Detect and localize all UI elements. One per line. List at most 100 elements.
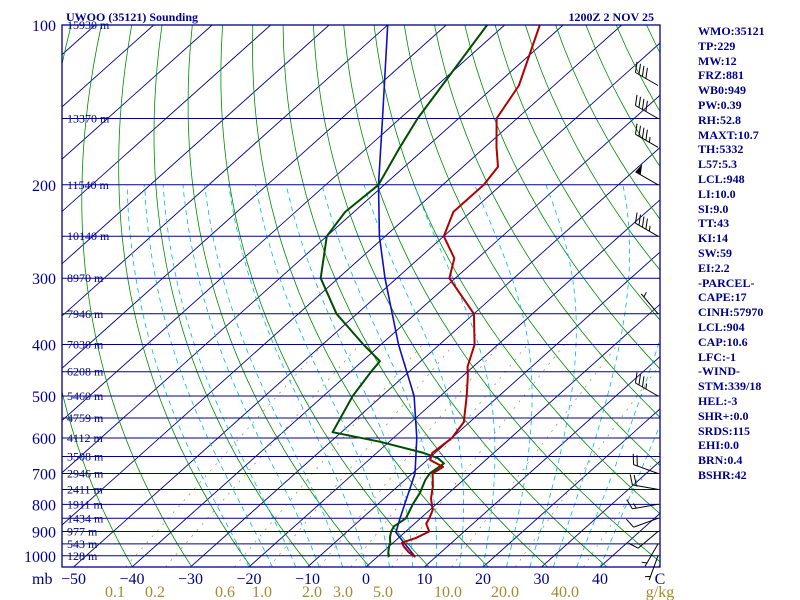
dry-adiabat-line	[343, 25, 660, 563]
index-row: FRZ:881	[698, 68, 744, 83]
moist-adiabat-line	[285, 184, 414, 567]
stability-indices-panel: WMO:35121 TP:229 MW:12 FRZ:881 WB0:949 PW:0.3…	[698, 24, 798, 483]
mixing-ratio-tick-label: 2.0	[302, 584, 322, 600]
moist-adiabat-line	[126, 184, 250, 567]
mixing-ratio-tick-label: 0.2	[145, 584, 165, 600]
height-label: 7946 m	[67, 307, 104, 321]
index-row: KI:14	[698, 231, 728, 246]
index-row: -PARCEL-	[698, 275, 755, 290]
wind-barb	[634, 94, 659, 119]
index-row: HEL:-3	[698, 393, 738, 408]
pressure-tick-label: 1000	[24, 549, 56, 566]
height-label: 543 m	[67, 537, 98, 551]
mixing-ratio-line	[125, 344, 324, 567]
mixing-ratio-line	[319, 344, 500, 567]
dry-adiabat-line	[373, 25, 660, 515]
dry-adiabat-line	[403, 25, 660, 467]
dry-adiabat-line	[220, 25, 430, 567]
temperature-unit-label: C	[655, 571, 666, 588]
pressure-tick-label: 600	[32, 431, 56, 448]
temperature-tick-label: 20	[475, 571, 491, 588]
index-row: WB0:949	[698, 83, 746, 98]
index-row: MW:12	[698, 53, 737, 68]
isotherm-line	[62, 25, 330, 265]
height-label: 1911 m	[67, 497, 104, 511]
height-label: 128 m	[67, 549, 98, 563]
temperature-tick-label: −50	[61, 571, 86, 588]
index-row: TT:43	[698, 216, 730, 231]
index-row: SW:59	[698, 245, 733, 260]
index-row: TH:5332	[698, 142, 744, 157]
temperature-tick-label: 30	[534, 571, 550, 588]
mixing-ratio-line	[234, 344, 423, 567]
moist-adiabat-line	[474, 184, 533, 567]
pressure-unit-label: mb	[32, 571, 52, 588]
index-row: STM:339/18	[698, 379, 762, 394]
index-row: L57:5.3	[698, 157, 737, 172]
index-row: BRN:0.4	[698, 453, 743, 468]
isotherm-line	[541, 460, 660, 567]
dry-adiabat-line	[525, 25, 660, 271]
isotherm-line	[62, 25, 505, 422]
wind-barb	[634, 372, 659, 397]
temperature-tick-label: −40	[119, 571, 144, 588]
isotherm-line	[365, 303, 660, 567]
index-row: LI:10.0	[698, 186, 736, 201]
index-row: -WIND-	[698, 364, 740, 379]
mixing-ratio-line	[350, 344, 528, 567]
index-row: LCL:948	[698, 171, 745, 186]
dry-adiabat-line	[81, 25, 193, 567]
time-title: 1200Z 2 NOV 25	[569, 10, 654, 24]
dry-adiabat-line	[187, 25, 371, 567]
dry-adiabat-line	[282, 25, 548, 567]
pressure-tick-label: 400	[32, 338, 56, 355]
mixing-ratio-tick-label: 0.1	[105, 584, 125, 600]
temperature-profile-line	[401, 25, 541, 558]
mixing-ratio-unit-label: g/kg	[646, 584, 674, 600]
height-label: 977 m	[67, 524, 98, 538]
height-label: 10140 m	[67, 229, 110, 243]
station-title: UWOO (35121) Sounding	[66, 10, 198, 24]
wind-barb	[645, 555, 659, 581]
index-row: CINH:57970	[698, 305, 764, 320]
pressure-tick-label: 200	[32, 178, 56, 195]
temperature-tick-label: 10	[417, 571, 433, 588]
height-label: 11540 m	[67, 178, 110, 192]
index-row: PW:0.39	[698, 97, 742, 112]
moist-adiabat-line	[144, 184, 273, 567]
isotherm-line	[248, 199, 660, 567]
height-label: 13370 m	[67, 111, 110, 125]
isotherm-line	[62, 25, 271, 213]
pressure-tick-label: 700	[32, 467, 56, 484]
pressure-tick-label: 100	[32, 18, 56, 35]
moist-adiabat-line	[363, 184, 464, 567]
index-row: RH:52.8	[698, 112, 741, 127]
wind-barb	[634, 61, 659, 86]
height-label: 5460 m	[67, 389, 104, 403]
isotherm-line	[62, 25, 388, 317]
dry-adiabat-line	[118, 25, 252, 567]
mixing-ratio-tick-label: 5.0	[373, 584, 393, 600]
mixing-ratio-line	[515, 364, 660, 567]
mixing-ratio-tick-label: 0.6	[215, 584, 235, 600]
height-label: 1434 m	[67, 511, 104, 525]
mixing-ratio-tick-label: 3.0	[333, 584, 353, 600]
temperature-tick-label: 40	[592, 571, 608, 588]
wind-barb	[628, 531, 659, 549]
wind-barb	[640, 291, 659, 315]
mixing-ratio-tick-label: 1.0	[252, 584, 272, 600]
temperature-tick-label: 0	[362, 571, 370, 588]
dry-adiabat-line	[153, 25, 311, 567]
pressure-tick-label: 800	[32, 497, 56, 514]
dry-adiabat-line	[62, 25, 133, 567]
isotherm-line	[62, 25, 622, 526]
pressure-tick-label: 300	[32, 271, 56, 288]
height-label: 15930 m	[67, 18, 110, 32]
height-label: 4112 m	[67, 431, 104, 445]
moist-adiabat-line	[529, 184, 577, 567]
index-row: SI:9.0	[698, 201, 729, 216]
moist-adiabat-line	[204, 184, 343, 567]
mixing-ratio-tick-label: 20.0	[491, 584, 519, 600]
dry-adiabat-line	[434, 25, 660, 418]
isotherm-line	[62, 25, 447, 369]
